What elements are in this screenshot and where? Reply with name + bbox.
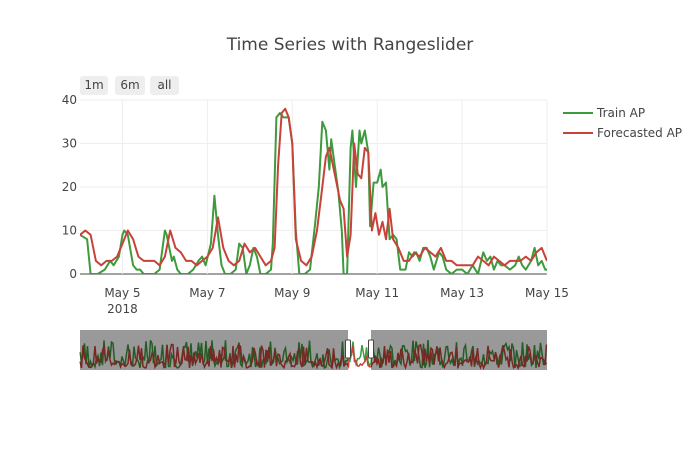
x-tick-label: May 9	[274, 286, 310, 300]
rangeslider-mask-right	[371, 330, 547, 370]
x-axis: May 5 2018 May 7 May 9 May 11 May 13 May 15	[104, 286, 569, 316]
x-tick-sublabel: 2018	[107, 302, 138, 316]
series-line-forecasted-ap	[80, 107, 547, 267]
rangeslider-handle-right[interactable]	[368, 339, 374, 359]
y-tick-label: 10	[62, 224, 77, 238]
rangeslider[interactable]	[79, 330, 548, 371]
y-tick-label: 0	[69, 267, 77, 281]
y-axis: 0 10 20 30 40	[62, 93, 77, 281]
range-button-6m[interactable]: 6m	[115, 76, 145, 95]
chart-title: Time Series with Rangeslider	[226, 35, 474, 55]
grid	[80, 99, 548, 275]
x-tick-label: May 15	[525, 286, 569, 300]
x-tick-label: May 7	[189, 286, 225, 300]
legend-label: Train AP	[596, 106, 645, 120]
y-tick-label: 40	[62, 93, 77, 107]
range-button-1m[interactable]: 1m	[80, 76, 108, 95]
rangeslider-handle-left[interactable]	[345, 339, 351, 359]
legend: Train AP Forecasted AP	[563, 106, 682, 140]
plot-area	[80, 107, 547, 274]
rangeslider-mask-left	[80, 330, 348, 370]
x-tick-label: May 13	[440, 286, 484, 300]
legend-label: Forecasted AP	[597, 126, 682, 140]
range-button-all[interactable]: all	[150, 76, 179, 95]
rangeslider-trace	[79, 343, 548, 371]
x-tick-label: May 11	[355, 286, 399, 300]
y-tick-label: 20	[62, 180, 77, 194]
y-tick-label: 30	[62, 137, 77, 151]
x-tick-label: May 5	[104, 286, 140, 300]
